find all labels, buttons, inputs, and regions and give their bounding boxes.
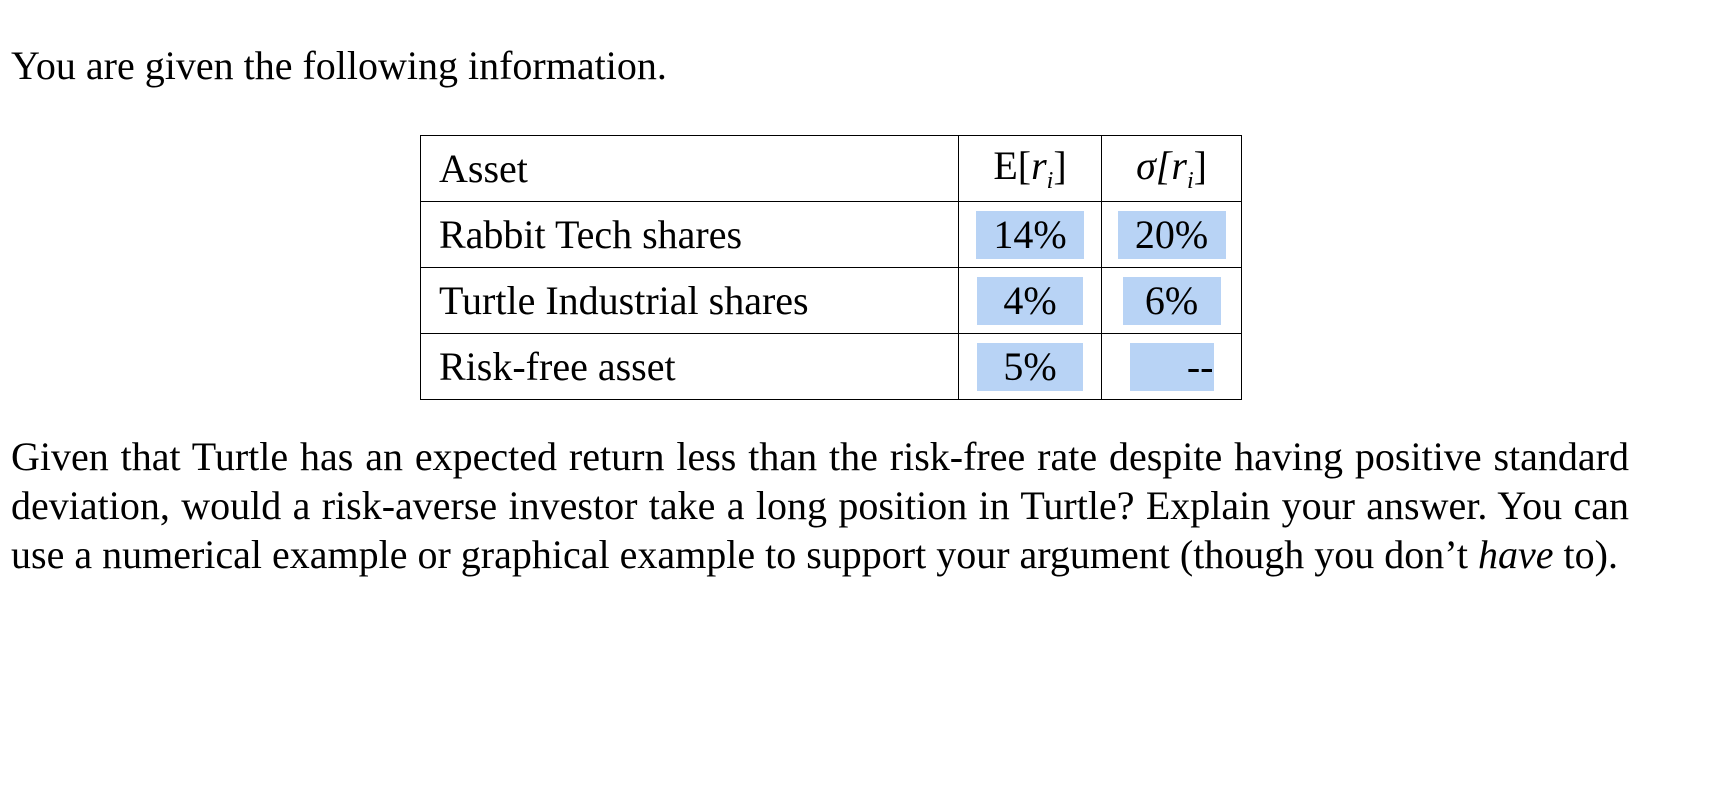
std-dev-cell: 6% <box>1101 267 1242 334</box>
expected-return-cell: 4% <box>958 267 1102 334</box>
std-dev-cell: -- <box>1101 333 1242 400</box>
table-header-row: Asset E[ri] σ[ri] <box>420 135 1242 202</box>
table-row: Rabbit Tech shares 14% 20% <box>420 201 1242 268</box>
asset-name-cell: Rabbit Tech shares <box>420 201 959 268</box>
std-dev-cell: 20% <box>1101 201 1242 268</box>
intro-text: You are given the following information. <box>11 43 667 88</box>
table-row: Risk-free asset 5% -- <box>420 333 1242 400</box>
table-row: Turtle Industrial shares 4% 6% <box>420 267 1242 334</box>
asset-name-cell: Risk-free asset <box>420 333 959 400</box>
expected-return-cell: 5% <box>958 333 1102 400</box>
question-paragraph: Given that Turtle has an expected return… <box>11 434 1629 577</box>
asset-name-cell: Turtle Industrial shares <box>420 267 959 334</box>
expected-return-cell: 14% <box>958 201 1102 268</box>
std-dev-column-header: σ[ri] <box>1101 135 1242 202</box>
emphasized-word: have <box>1478 532 1554 577</box>
asset-column-header: Asset <box>420 135 959 202</box>
expected-return-column-header: E[ri] <box>958 135 1102 202</box>
asset-info-table: Asset E[ri] σ[ri] Rabbit Tech shares 14%… <box>420 135 1242 400</box>
